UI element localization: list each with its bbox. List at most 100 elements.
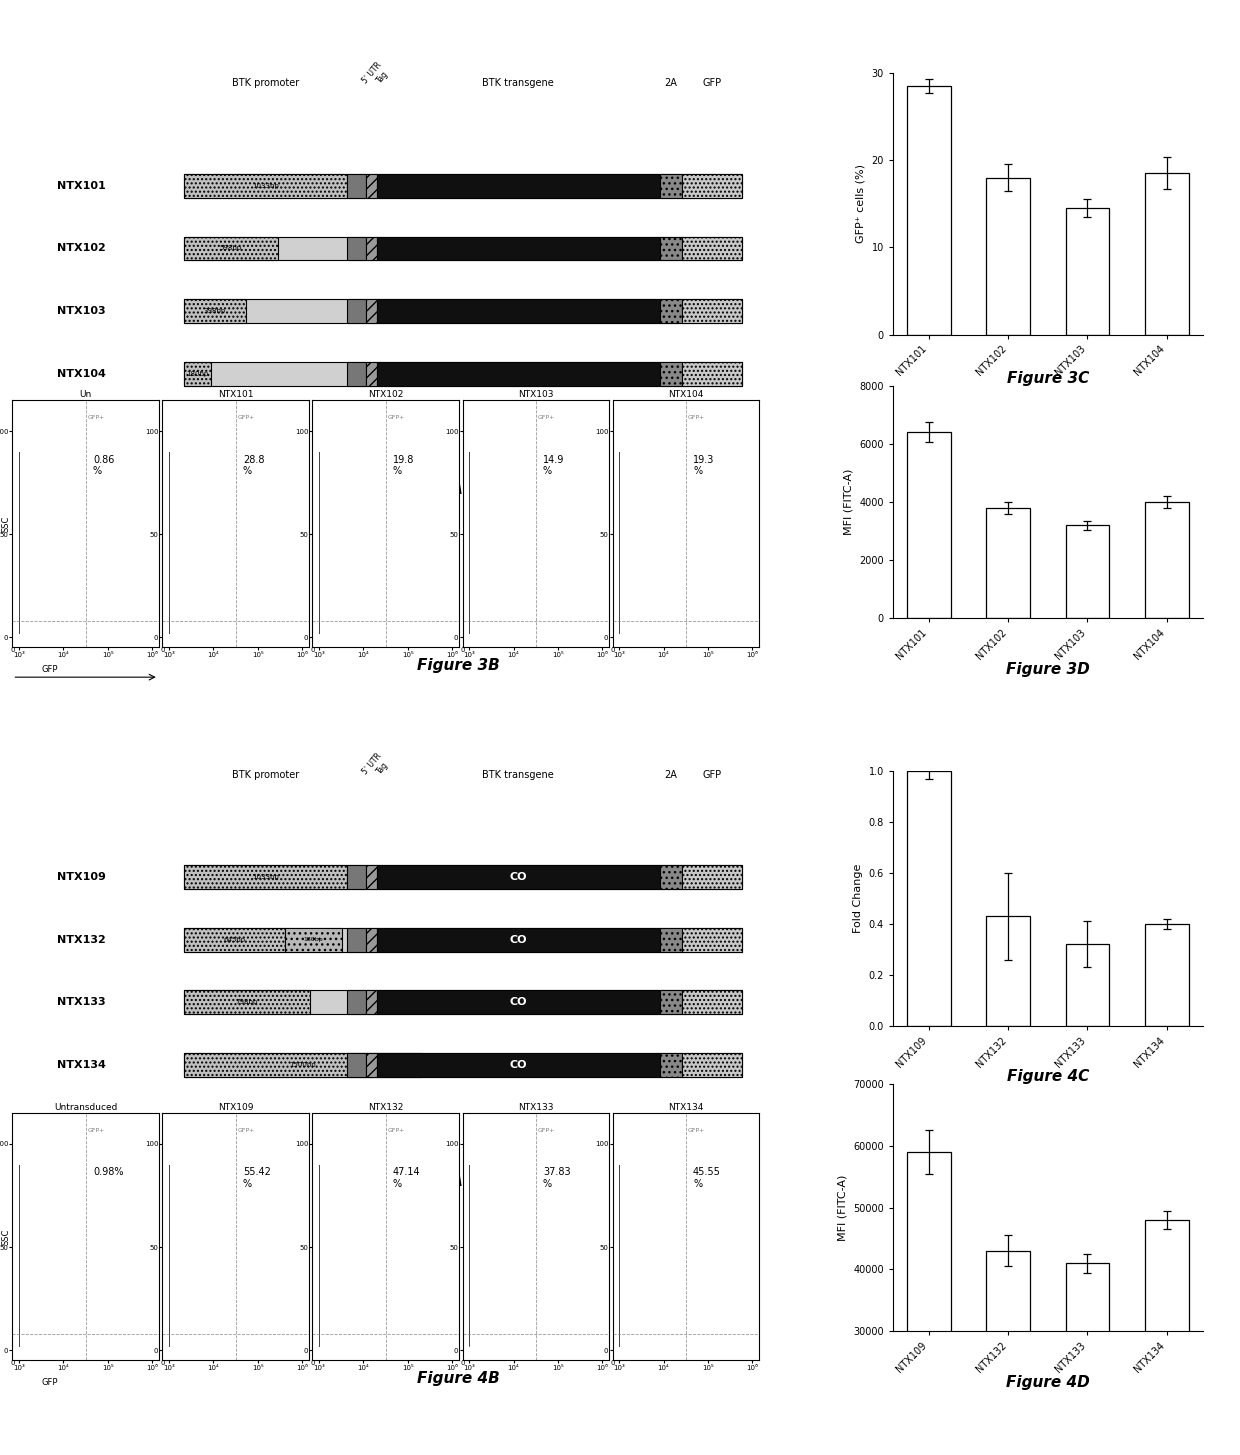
Point [309, 486, 329, 509]
Point [609, 581, 629, 604]
Point [609, 1176, 629, 1199]
Point [309, 608, 329, 631]
Point [609, 621, 629, 645]
Point [459, 1232, 479, 1256]
Point [459, 601, 479, 624]
Point [309, 562, 329, 585]
Point [459, 1221, 479, 1244]
Point [459, 1317, 479, 1340]
Point [309, 1238, 329, 1261]
Point [459, 556, 479, 579]
Text: 180bp: 180bp [186, 371, 208, 377]
Point [309, 528, 329, 551]
Point [159, 551, 179, 575]
Point [609, 1295, 629, 1318]
Point [459, 594, 479, 617]
Point [459, 1296, 479, 1320]
Point [459, 607, 479, 630]
Point [9, 1219, 29, 1243]
Point [159, 614, 179, 637]
Point [609, 553, 629, 576]
Point [609, 1330, 629, 1353]
Point [609, 1247, 629, 1270]
Point [9, 594, 29, 617]
Point [159, 486, 179, 509]
Point [309, 1174, 329, 1197]
Point [159, 1289, 179, 1312]
Point [309, 464, 329, 487]
Point [609, 1283, 629, 1307]
Point [309, 1304, 329, 1327]
Point [159, 1192, 179, 1215]
Point [9, 511, 29, 534]
Point [609, 1168, 629, 1192]
Point [459, 1291, 479, 1314]
Point [459, 1212, 479, 1235]
Point [459, 591, 479, 614]
Point [159, 1270, 179, 1293]
Point [459, 1253, 479, 1276]
Point [9, 546, 29, 569]
Point [609, 1253, 629, 1276]
Point [309, 560, 329, 583]
Point [309, 1197, 329, 1221]
Point [159, 1283, 179, 1307]
Point [609, 514, 629, 537]
Point [309, 1192, 329, 1215]
Point [609, 1215, 629, 1238]
Point [159, 1283, 179, 1307]
Point [159, 1331, 179, 1355]
Point [159, 1317, 179, 1340]
Point [9, 473, 29, 496]
Point [9, 592, 29, 615]
Point [309, 514, 329, 537]
Point [9, 554, 29, 578]
Point [9, 562, 29, 585]
Point [9, 1261, 29, 1285]
Point [309, 583, 329, 607]
Point [159, 582, 179, 605]
Point [159, 540, 179, 563]
Point [459, 1213, 479, 1237]
Point [459, 492, 479, 515]
Point [309, 1334, 329, 1358]
Point [609, 1195, 629, 1218]
Point [159, 483, 179, 506]
Point [309, 1197, 329, 1221]
Point [159, 1293, 179, 1317]
Point [9, 503, 29, 527]
Point [159, 560, 179, 583]
Point [609, 1212, 629, 1235]
Point [309, 1266, 329, 1289]
Point [459, 1164, 479, 1187]
Point [309, 563, 329, 586]
Point [159, 480, 179, 503]
Point [9, 505, 29, 528]
Point [159, 502, 179, 525]
Point [9, 1289, 29, 1312]
Point [159, 1231, 179, 1254]
Point [309, 605, 329, 629]
Point [609, 1248, 629, 1272]
Point [609, 1179, 629, 1202]
Point [159, 1283, 179, 1307]
Point [159, 1248, 179, 1272]
Point [9, 502, 29, 525]
Point [609, 503, 629, 527]
Point [309, 521, 329, 544]
Point [459, 1304, 479, 1327]
Point [609, 1237, 629, 1260]
Point [159, 1243, 179, 1266]
Point [309, 1269, 329, 1292]
Point [609, 562, 629, 585]
Point [459, 1231, 479, 1254]
Point [459, 1310, 479, 1333]
Point [609, 1229, 629, 1253]
Point [309, 553, 329, 576]
Point [9, 451, 29, 474]
Point [459, 605, 479, 629]
Point [459, 1315, 479, 1339]
Point [609, 598, 629, 621]
Point [609, 1189, 629, 1212]
Point [609, 538, 629, 562]
